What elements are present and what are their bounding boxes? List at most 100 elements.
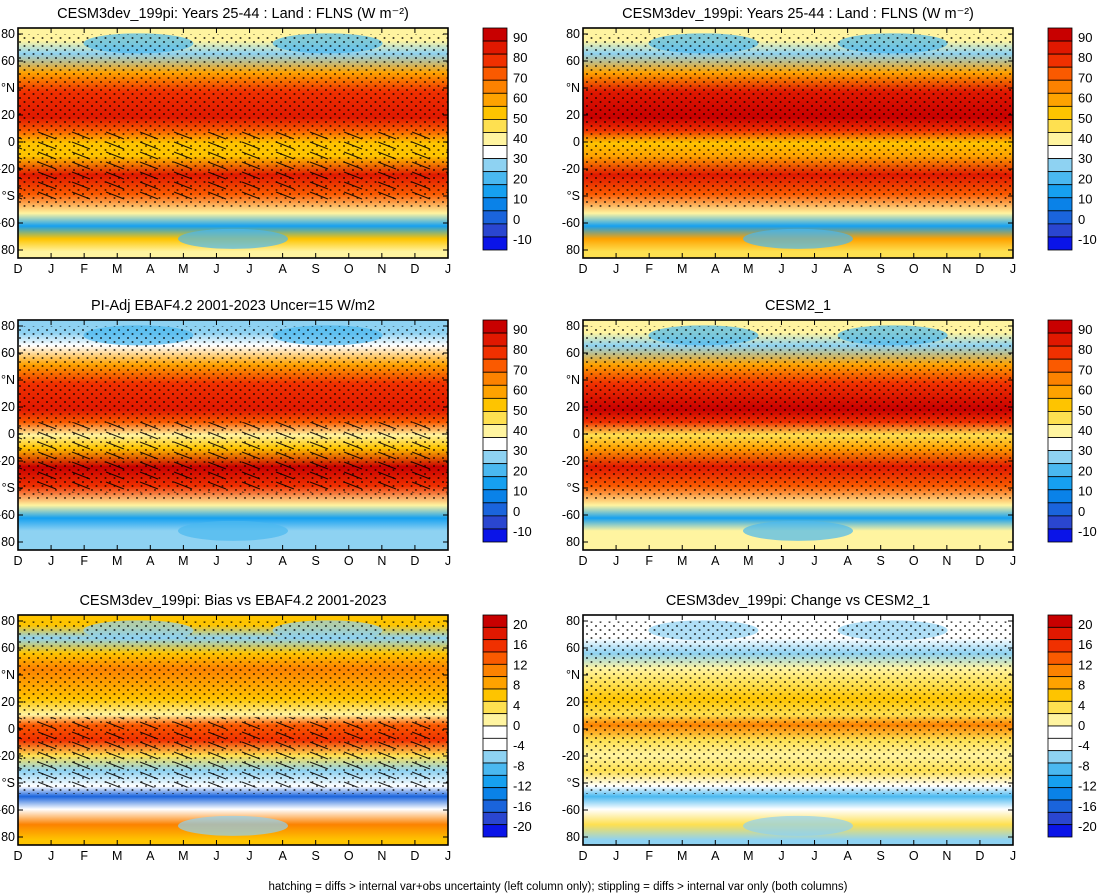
colorbar-swatch (482, 750, 508, 764)
y-tick-label: °N (566, 81, 580, 95)
x-tick-label: J (778, 262, 784, 276)
y-tick-label: 0 (573, 427, 580, 441)
x-tick-label: D (13, 262, 22, 276)
x-tick-label: A (711, 849, 720, 863)
colorbar-label: -20 (1078, 819, 1097, 834)
colorbar-swatch (482, 676, 508, 690)
colorbar-swatch (1047, 463, 1073, 478)
colorbar-swatch (1047, 66, 1073, 81)
y-tick-label: °S (2, 481, 15, 495)
x-tick-label: D (13, 554, 22, 568)
y-tick-label: 0 (573, 722, 580, 736)
colorbar-swatch (482, 502, 508, 517)
colorbar-label: 40 (1078, 423, 1092, 438)
x-tick-label: M (178, 262, 188, 276)
x-tick-label: D (410, 849, 419, 863)
x-tick-label: A (278, 554, 287, 568)
colorbar-label: -4 (1078, 738, 1090, 753)
x-tick-label: O (909, 554, 919, 568)
panel-title: CESM2_1 (765, 298, 831, 314)
x-tick-label: J (1010, 849, 1016, 863)
plot-frame (17, 614, 449, 846)
x-tick-label: S (312, 262, 320, 276)
colorbar-label: 0 (513, 504, 520, 519)
x-tick-label: M (743, 849, 753, 863)
x-tick-label: A (843, 849, 852, 863)
colorbar-swatch (482, 92, 508, 107)
colorbar-label: 0 (1078, 718, 1085, 733)
panel-4: CESM2_1 80 60 °N 20 0 -20 °S -60 80 D J F M A M J J A S O N D J… (562, 298, 1097, 568)
colorbar-label: 0 (1078, 504, 1085, 519)
colorbar-swatch (482, 384, 508, 399)
x-tick-label: O (344, 554, 354, 568)
colorbar-swatch (1047, 476, 1073, 491)
x-tick-label: M (677, 554, 687, 568)
colorbar-swatch (1047, 811, 1073, 826)
x-tick-label: J (445, 554, 451, 568)
y-tick-label: °N (566, 373, 580, 387)
x-tick-label: A (843, 262, 852, 276)
colorbar-label: 50 (513, 111, 527, 126)
colorbar-swatch (1047, 437, 1073, 451)
x-tick-label: J (778, 554, 784, 568)
colorbar-label: 70 (513, 70, 527, 85)
y-tick-label: -60 (0, 216, 15, 230)
colorbar-label: -8 (1078, 758, 1090, 773)
y-tick-label: 60 (1, 346, 15, 360)
x-tick-label: O (344, 262, 354, 276)
y-tick-label: °N (1, 81, 15, 95)
y-tick-label: 20 (566, 108, 580, 122)
colorbar-label: -10 (1078, 524, 1097, 539)
x-tick-label: J (445, 262, 451, 276)
colorbar-label: 90 (1078, 322, 1092, 337)
colorbar-label: 8 (1078, 678, 1085, 693)
x-tick-label: M (178, 849, 188, 863)
colorbar-swatch (482, 53, 508, 68)
y-tick-label: 80 (566, 614, 580, 628)
colorbar-label: 0 (513, 718, 520, 733)
colorbar-swatch (1047, 358, 1073, 373)
colorbar-swatch (482, 345, 508, 360)
x-tick-label: A (146, 262, 155, 276)
x-tick-label: N (942, 554, 951, 568)
colorbar-label: 80 (513, 50, 527, 65)
colorbar-swatch (1047, 787, 1073, 801)
colorbar-swatch (1047, 105, 1073, 120)
y-tick-label: -20 (0, 454, 15, 468)
x-tick-label: D (410, 262, 419, 276)
x-tick-label: F (645, 262, 653, 276)
y-tick-label: -20 (562, 454, 580, 468)
y-tick-label: 80 (1, 319, 15, 333)
colorbar-label: 40 (513, 423, 527, 438)
colorbar-label: 50 (1078, 111, 1092, 126)
x-tick-label: J (613, 554, 619, 568)
y-tick-label: 20 (1, 108, 15, 122)
colorbar-label: 90 (513, 322, 527, 337)
x-tick-label: A (146, 849, 155, 863)
plot-frame (582, 614, 1014, 846)
colorbar-swatch (482, 332, 508, 347)
colorbar-swatch (1047, 651, 1073, 665)
x-tick-label: A (146, 554, 155, 568)
colorbar-swatch (1047, 626, 1073, 641)
panel-2: CESM3dev_199pi: Years 25-44 : Land : FLN… (562, 6, 1097, 276)
y-tick-label: 80 (1, 27, 15, 41)
colorbar-swatch (482, 437, 508, 451)
x-tick-label: M (743, 554, 753, 568)
plot-frame (582, 319, 1014, 551)
colorbar: 90 80 70 60 50 40 30 20 10 0 -10 (1047, 319, 1097, 543)
x-tick-label: M (677, 849, 687, 863)
colorbar-swatch (482, 40, 508, 55)
y-tick-label: °N (566, 668, 580, 682)
x-tick-label: S (312, 849, 320, 863)
y-tick-label: 80 (566, 830, 580, 844)
colorbar-label: 12 (1078, 657, 1092, 672)
colorbar-swatch (1047, 676, 1073, 690)
y-tick-label: 80 (566, 243, 580, 257)
y-tick-label: 0 (8, 135, 15, 149)
contour-patch (178, 520, 288, 541)
colorbar-swatch (482, 358, 508, 373)
y-tick-label: °N (1, 373, 15, 387)
colorbar-swatch (1047, 824, 1073, 838)
y-tick-label: 20 (1, 400, 15, 414)
